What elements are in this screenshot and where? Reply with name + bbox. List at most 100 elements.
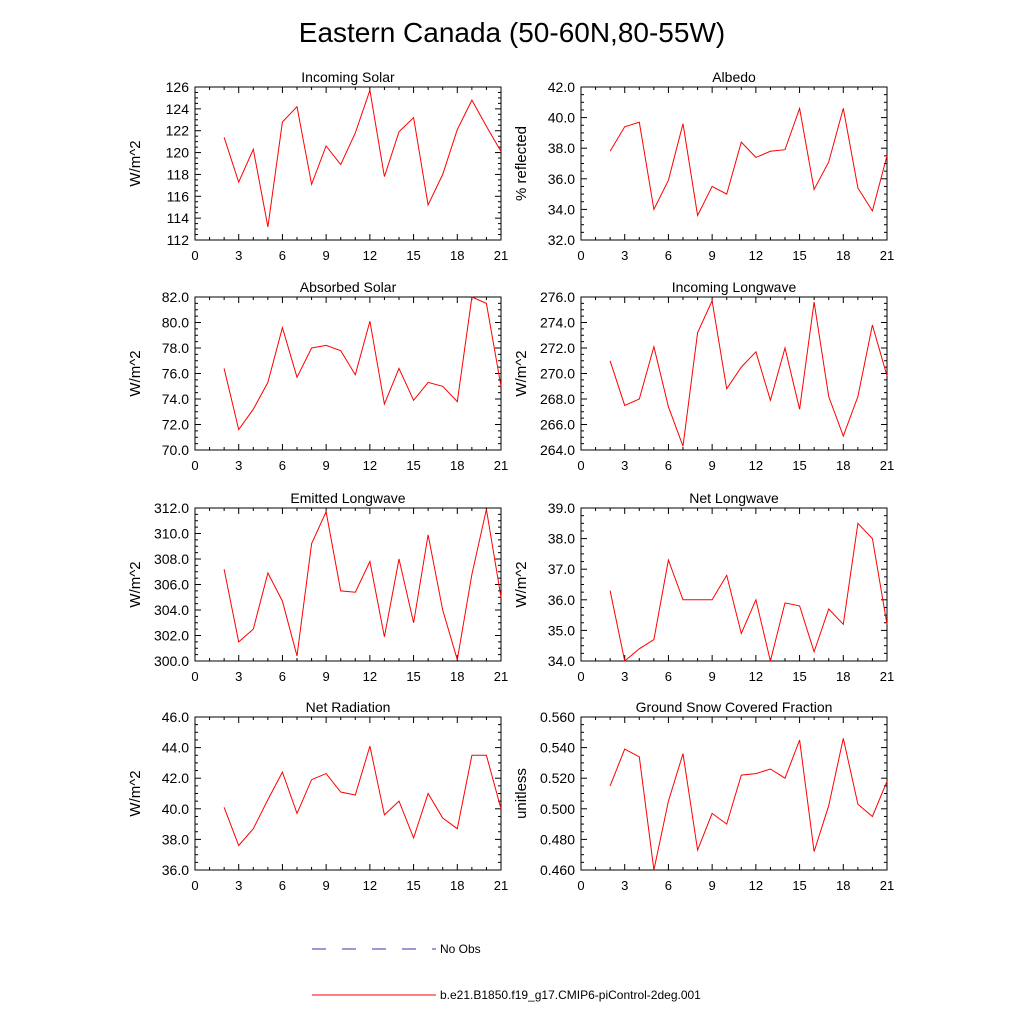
y-tick-label: 36.0 [162,862,189,878]
y-tick-label: 0.460 [540,862,575,878]
y-tick-label: 0.520 [540,770,575,786]
y-tick-label: 114 [167,210,190,226]
y-tick-label: 34.0 [548,653,575,669]
panel-title: Net Radiation [306,699,391,715]
x-tick-label: 9 [323,669,330,684]
plot-frame [194,507,502,662]
x-tick-label: 3 [621,248,628,263]
y-tick-label: 42.0 [162,770,189,786]
y-tick-label: 118 [167,166,190,182]
panel-title: Ground Snow Covered Fraction [636,699,833,715]
x-tick-label: 6 [279,458,286,473]
y-tick-label: 36.0 [548,592,575,608]
chart-panel-2: Absorbed Solar W/m^2 0 3 6 9 12 15 18 21 70.0 72.0 7… [127,279,508,473]
chart-panel-6: Net Radiation W/m^2 0 3 6 9 12 15 18 21 36.0 38.0 40… [127,699,508,893]
plot-frame [580,86,888,241]
x-tick-label: 18 [450,458,464,473]
y-tick-label: 40.0 [548,110,575,126]
chart-panel-5: Net Longwave W/m^2 0 3 6 9 12 15 18 21 34.0 35.0 36.… [513,490,894,684]
y-tick-label: 276.0 [540,289,575,305]
x-tick-label: 21 [880,669,894,684]
x-tick-label: 15 [792,669,806,684]
x-tick-label: 21 [494,878,508,893]
series-line-0 [609,738,888,871]
x-tick-label: 15 [792,878,806,893]
y-tick-label: 270.0 [540,366,575,382]
figure-title: Eastern Canada (50-60N,80-55W) [299,17,725,48]
y-tick-label: 274.0 [540,315,575,331]
y-tick-label: 272.0 [540,340,575,356]
x-tick-label: 3 [235,878,242,893]
y-tick-label: 76.0 [162,366,189,382]
series-line-0 [609,522,888,662]
y-tick-label: 0.500 [540,801,575,817]
y-axis-label: W/m^2 [127,561,144,607]
y-tick-label: 304.0 [154,602,189,618]
y-tick-label: 70.0 [162,442,189,458]
y-axis-label: W/m^2 [127,770,144,816]
x-tick-label: 15 [792,248,806,263]
y-tick-label: 38.0 [162,831,189,847]
y-axis-label: W/m^2 [513,350,530,396]
y-tick-label: 36.0 [548,171,575,187]
y-tick-label: 312.0 [154,500,189,516]
x-tick-label: 18 [836,458,850,473]
x-tick-label: 0 [577,458,584,473]
y-tick-label: 300.0 [154,653,189,669]
panels: Incoming Solar W/m^2 0 3 6 9 12 15 18 21 112 114 116… [127,69,894,893]
panel-title: Albedo [712,69,756,85]
x-tick-label: 15 [406,669,420,684]
x-tick-label: 9 [709,458,716,473]
y-tick-label: 306.0 [154,577,189,593]
x-tick-label: 0 [577,878,584,893]
x-tick-label: 9 [709,248,716,263]
x-tick-label: 12 [749,669,763,684]
x-tick-label: 3 [235,669,242,684]
x-tick-label: 21 [494,248,508,263]
y-tick-label: 0.480 [540,831,575,847]
y-tick-label: 35.0 [548,622,575,638]
x-tick-label: 0 [191,878,198,893]
x-tick-label: 18 [836,248,850,263]
x-tick-label: 6 [279,248,286,263]
x-tick-label: 21 [880,878,894,893]
chart-panel-7: Ground Snow Covered Fraction unitless 0 3 6 9… [513,699,894,893]
x-tick-label: 9 [323,458,330,473]
y-tick-label: 302.0 [154,628,189,644]
y-tick-label: 74.0 [162,391,189,407]
series-line-0 [223,745,502,847]
y-tick-label: 38.0 [548,140,575,156]
x-tick-label: 6 [665,248,672,263]
x-tick-label: 6 [279,878,286,893]
y-tick-label: 122 [166,123,190,139]
x-tick-label: 3 [621,458,628,473]
x-tick-label: 3 [235,458,242,473]
y-axis-label: W/m^2 [513,561,530,607]
legend-obs-label: No Obs [440,942,481,956]
y-tick-label: 268.0 [540,391,575,407]
y-tick-label: 80.0 [162,315,189,331]
y-tick-label: 39.0 [548,500,575,516]
panel-title: Emitted Longwave [290,490,405,506]
chart-panel-4: Emitted Longwave W/m^2 0 3 6 9 12 15 18 21 300.0 30… [127,490,508,684]
series-line-0 [609,299,888,447]
y-tick-label: 38.0 [548,531,575,547]
x-tick-label: 18 [450,878,464,893]
y-tick-label: 32.0 [548,232,575,248]
panel-title: Net Longwave [689,490,779,506]
x-tick-label: 3 [621,878,628,893]
y-tick-label: 0.540 [540,740,575,756]
x-tick-label: 21 [494,669,508,684]
x-tick-label: 18 [836,669,850,684]
plot-frame [194,86,502,241]
x-tick-label: 12 [749,248,763,263]
y-tick-label: 37.0 [548,561,575,577]
y-axis-label: W/m^2 [127,350,144,396]
y-tick-label: 116 [167,188,190,204]
x-tick-label: 12 [749,458,763,473]
series-line-0 [609,106,888,218]
plot-frame [580,296,888,451]
plot-frame [580,507,888,662]
x-tick-label: 15 [406,458,420,473]
